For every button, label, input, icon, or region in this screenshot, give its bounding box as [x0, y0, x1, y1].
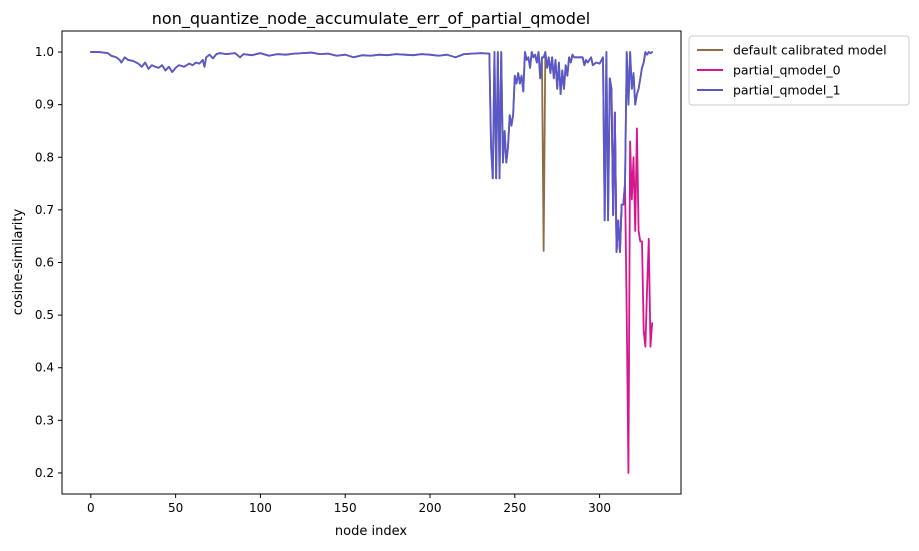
y-axis-label: cosine-similarity — [11, 208, 26, 315]
x-tick-label: 300 — [588, 501, 611, 515]
y-tick-label: 1.0 — [35, 45, 54, 59]
legend: default calibrated model partial_qmodel_0… — [688, 35, 910, 106]
series-layer — [89, 51, 654, 474]
legend-label-0: default calibrated model — [733, 43, 887, 58]
x-tick-label: 0 — [87, 501, 95, 515]
x-tick-label: 250 — [503, 501, 526, 515]
legend-label-1: partial_qmodel_0 — [733, 63, 841, 78]
chart-title: non_quantize_node_accumulate_err_of_part… — [152, 9, 590, 29]
y-tick-label: 0.5 — [35, 308, 54, 322]
y-tick-label: 0.6 — [35, 256, 54, 270]
y-tick-label: 0.8 — [35, 150, 54, 164]
y-tick-label: 0.2 — [35, 466, 54, 480]
y-axis-ticks: 0.2 0.3 0.4 0.5 0.6 0.7 0.8 0.9 1.0 — [35, 45, 62, 480]
y-tick-label: 0.7 — [35, 203, 54, 217]
x-tick-label: 200 — [419, 501, 442, 515]
x-axis-ticks: 0 50 100 150 200 250 300 — [87, 494, 611, 515]
x-tick-label: 50 — [168, 501, 183, 515]
legend-frame — [688, 35, 910, 106]
series-line-2 — [89, 51, 654, 253]
x-axis-label: node index — [335, 524, 407, 539]
x-tick-label: 100 — [249, 501, 272, 515]
x-tick-label: 150 — [334, 501, 357, 515]
y-tick-label: 0.9 — [35, 98, 54, 112]
legend-items: default calibrated model partial_qmodel_0… — [697, 43, 887, 98]
y-tick-label: 0.4 — [35, 361, 54, 375]
legend-label-2: partial_qmodel_1 — [733, 83, 841, 98]
y-tick-label: 0.3 — [35, 413, 54, 427]
plot-frame — [61, 30, 682, 495]
